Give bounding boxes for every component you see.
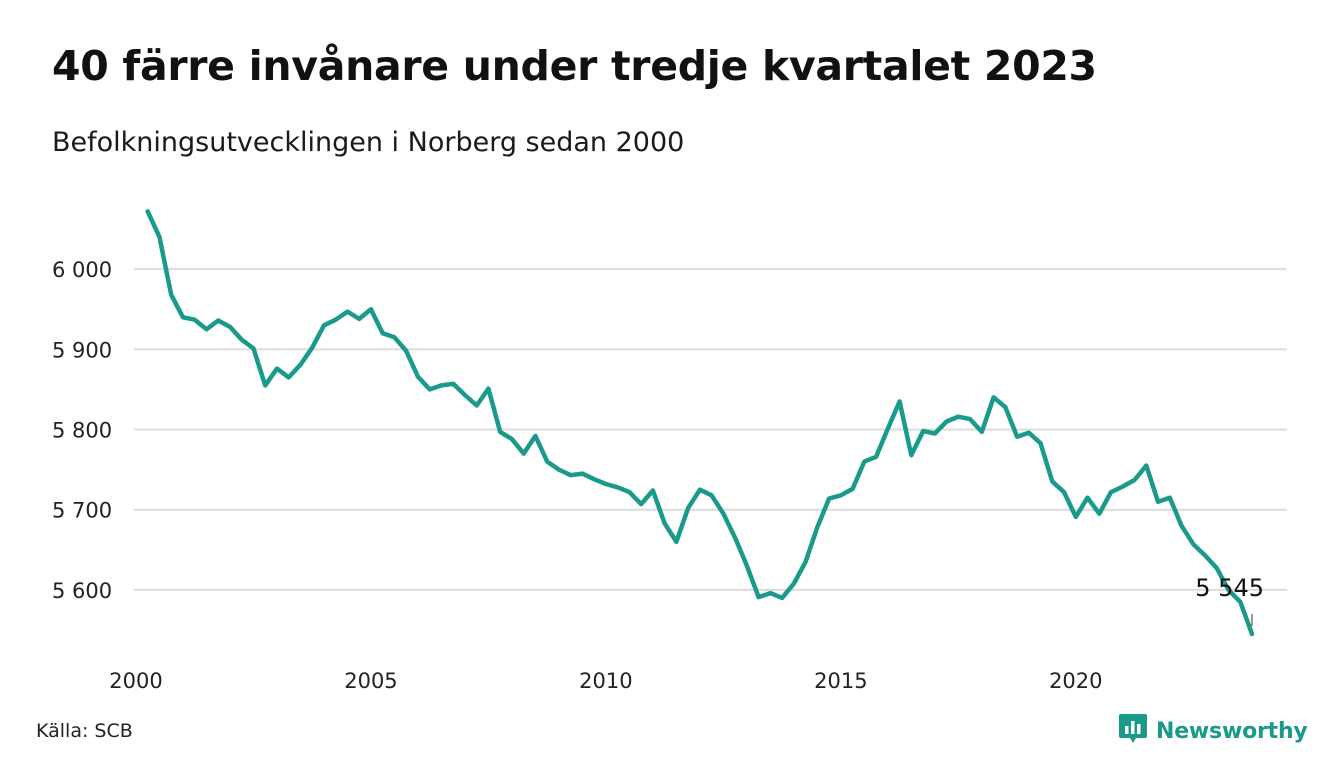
y-axis-ticks: 5 600 5 700 5 800 5 900 6 000 — [52, 258, 112, 603]
x-tick-label: 2000 — [109, 669, 162, 693]
y-tick-label: 6 000 — [52, 258, 112, 282]
population-series-line — [145, 209, 1255, 637]
newsworthy-logo[interactable]: Newsworthy — [1118, 712, 1308, 750]
y-tick-label: 5 800 — [52, 419, 112, 443]
chart-subtitle: Befolkningsutvecklingen i Norberg sedan … — [52, 127, 685, 158]
y-tick-label: 5 900 — [52, 338, 112, 362]
x-tick-label: 2015 — [814, 669, 867, 693]
gridlines — [134, 268, 1287, 591]
source-note: Källa: SCB — [36, 720, 133, 742]
y-tick-label: 5 600 — [52, 579, 112, 603]
chart-title: 40 färre invånare under tredje kvartalet… — [52, 42, 1097, 90]
series-layer — [145, 209, 1255, 637]
x-tick-label: 2005 — [344, 669, 397, 693]
end-value-annotation: 5 545 — [1195, 574, 1264, 626]
end-value-label: 5 545 — [1195, 574, 1264, 602]
x-tick-label: 2010 — [579, 669, 632, 693]
x-tick-label: 2020 — [1049, 669, 1102, 693]
y-tick-label: 5 700 — [52, 499, 112, 523]
newsworthy-logo-icon — [1118, 712, 1148, 750]
x-axis-ticks: 2000 2005 2010 2015 2020 — [109, 669, 1102, 693]
brand-name: Newsworthy — [1156, 718, 1308, 744]
